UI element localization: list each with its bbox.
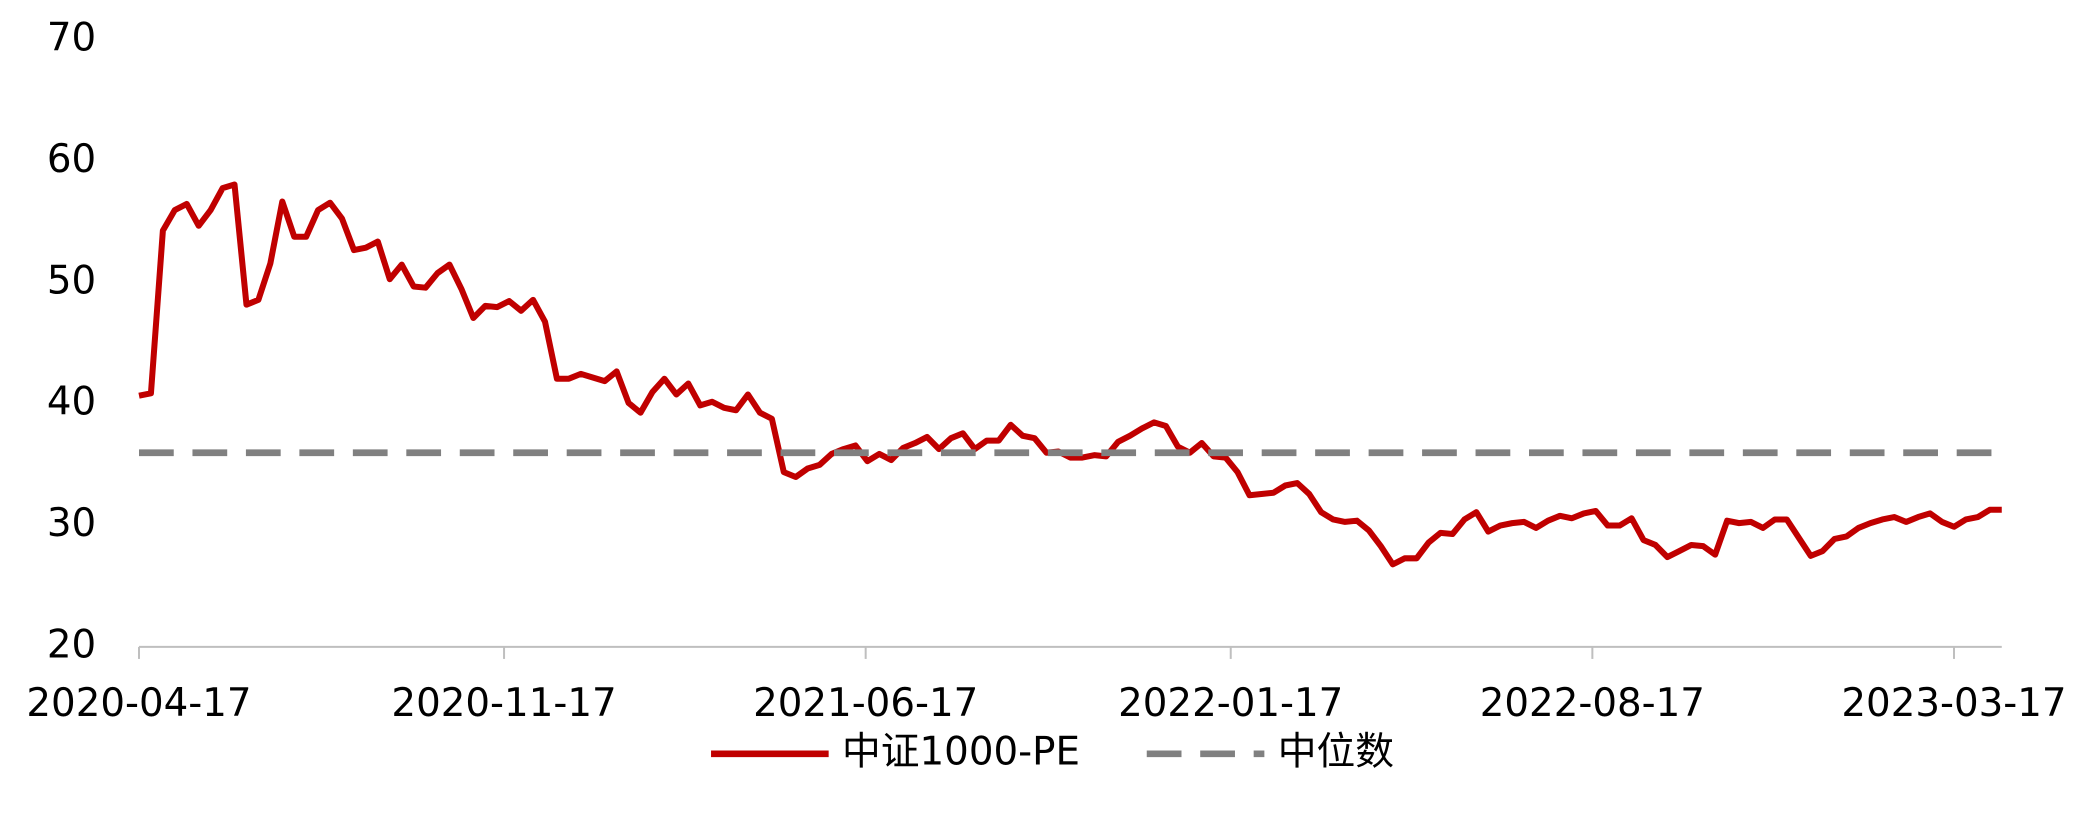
- y-tick-label: 20: [47, 622, 96, 667]
- y-tick-label: 40: [47, 380, 96, 425]
- y-tick-label: 50: [47, 258, 96, 303]
- x-tick-label: 2022-08-17: [1480, 681, 1705, 726]
- legend-label: 中证1000-PE: [842, 729, 1080, 774]
- legend-label: 中位数: [1278, 729, 1394, 774]
- x-tick-label: 2022-01-17: [1118, 681, 1343, 726]
- x-tick-label: 2020-11-17: [391, 681, 616, 726]
- y-tick-label: 70: [47, 16, 96, 61]
- y-tick-label: 30: [47, 501, 96, 546]
- x-tick-label: 2021-06-17: [753, 681, 978, 726]
- y-tick-label: 60: [47, 137, 96, 182]
- x-tick-label: 2023-03-17: [1841, 681, 2066, 726]
- data-line: [138, 181, 2002, 568]
- x-tick-label: 2020-04-17: [26, 681, 251, 726]
